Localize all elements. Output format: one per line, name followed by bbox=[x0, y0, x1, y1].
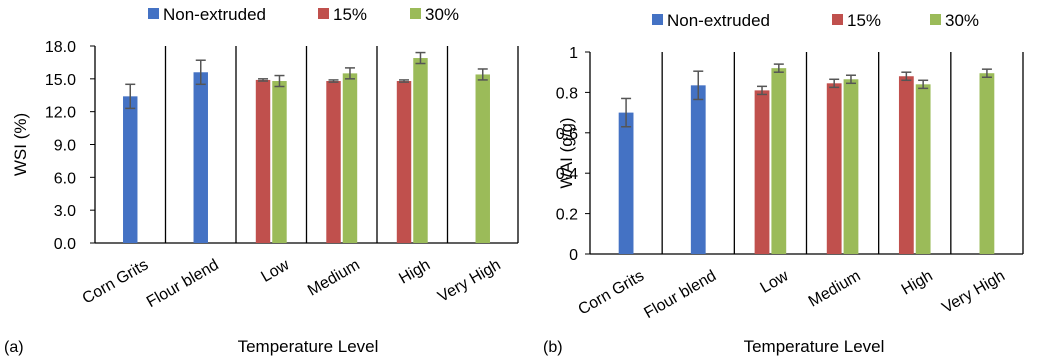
x-axis-label: Temperature Level bbox=[238, 337, 379, 356]
bar bbox=[413, 58, 428, 244]
y-tick-label: 15.0 bbox=[45, 72, 76, 89]
x-category-label: Medium bbox=[305, 256, 363, 299]
legend-label: 15% bbox=[333, 5, 367, 24]
y-tick-label: 0.6 bbox=[556, 126, 578, 143]
x-category-label: Flour blend bbox=[641, 267, 719, 322]
x-axis-label: Temperature Level bbox=[744, 337, 885, 356]
bar bbox=[193, 72, 208, 244]
bar bbox=[123, 96, 138, 243]
y-tick-label: 18.0 bbox=[45, 39, 76, 56]
bar bbox=[342, 73, 358, 243]
x-category-label: Corn Grits bbox=[575, 267, 647, 318]
x-category-label: Corn Grits bbox=[80, 256, 152, 307]
bar bbox=[255, 79, 271, 243]
y-tick-label: 0.4 bbox=[556, 166, 578, 183]
legend-label: 30% bbox=[945, 11, 979, 30]
bar bbox=[754, 90, 770, 254]
y-tick-label: 1 bbox=[569, 45, 578, 62]
legend-swatch bbox=[148, 8, 159, 19]
y-tick-label: 12.0 bbox=[45, 105, 76, 122]
bar bbox=[690, 85, 706, 254]
chart-panel-a: 0.0 3.0 6.0 9.0 12.0 15.0 18.0 WSI (%) Corn Grit… bbox=[4, 5, 519, 356]
bar bbox=[915, 84, 931, 254]
bar bbox=[326, 81, 341, 244]
x-category-label: Low bbox=[258, 256, 292, 286]
legend-swatch bbox=[652, 14, 663, 25]
bar bbox=[843, 79, 859, 255]
bar bbox=[475, 74, 490, 243]
y-tick-label: 6.0 bbox=[54, 170, 76, 187]
y-tick-label: 9.0 bbox=[54, 138, 76, 155]
panel-label: (b) bbox=[543, 339, 563, 356]
y-tick-label: 0.8 bbox=[556, 85, 578, 102]
x-category-label: High bbox=[396, 256, 433, 287]
bar bbox=[272, 81, 287, 244]
y-tick-label: 0 bbox=[569, 247, 578, 264]
legend-swatch bbox=[318, 8, 329, 19]
x-category-label: High bbox=[899, 267, 936, 298]
y-tick-label: 0.0 bbox=[54, 236, 76, 253]
legend-swatch bbox=[832, 14, 843, 25]
legend-label: 30% bbox=[425, 5, 459, 24]
x-category-label: Low bbox=[757, 267, 791, 297]
y-tick-label: 0.2 bbox=[556, 207, 578, 224]
legend-label: Non-extruded bbox=[667, 11, 770, 30]
y-tick-label: 3.0 bbox=[54, 203, 76, 220]
bar bbox=[898, 76, 914, 255]
legend-label: 15% bbox=[847, 11, 881, 30]
bar bbox=[618, 112, 634, 254]
bar bbox=[396, 81, 412, 244]
panel-label: (a) bbox=[4, 339, 24, 356]
legend-swatch bbox=[410, 8, 421, 19]
x-category-label: Very High bbox=[939, 267, 1008, 316]
x-category-label: Very High bbox=[435, 256, 504, 305]
bar bbox=[826, 83, 842, 254]
y-axis-label: WSI (%) bbox=[11, 113, 30, 176]
y-axis-label: WAI (g/g) bbox=[557, 117, 576, 188]
legend-label: Non-extruded bbox=[163, 5, 266, 24]
x-category-label: Flour blend bbox=[144, 256, 222, 311]
x-category-label: Medium bbox=[806, 267, 864, 310]
bar bbox=[771, 68, 787, 254]
bar bbox=[979, 73, 995, 255]
legend-swatch bbox=[930, 14, 941, 25]
